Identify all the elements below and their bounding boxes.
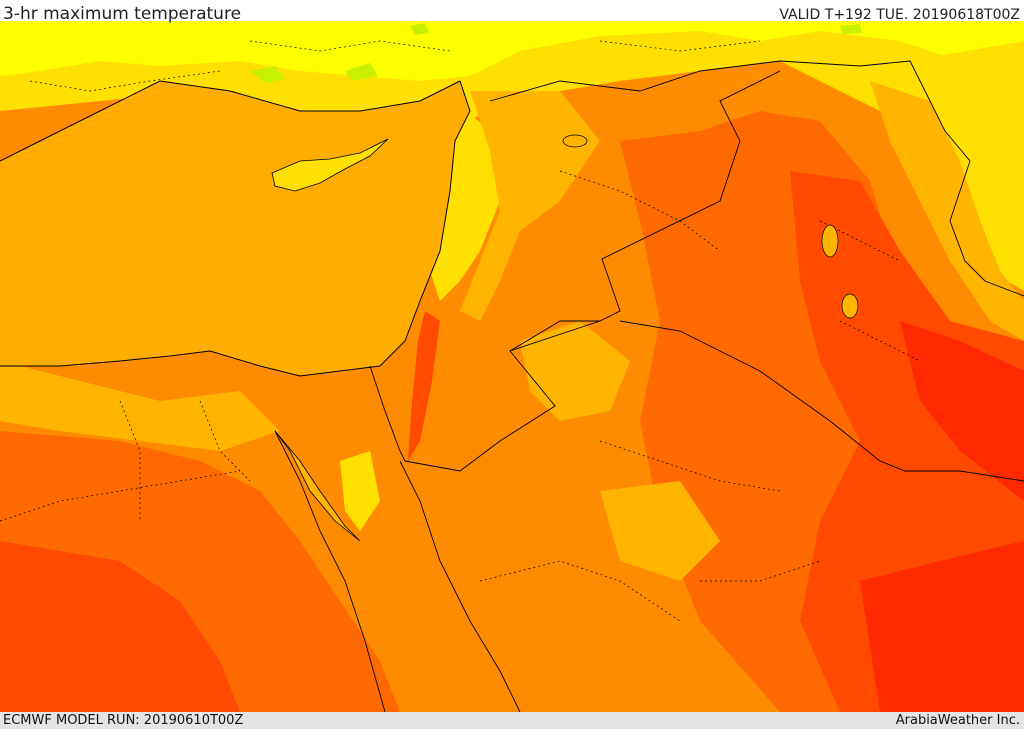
arabia-light-patch-2	[600, 481, 720, 581]
admin-borders-dotted	[0, 40, 921, 622]
sinai-light-patch	[340, 451, 380, 531]
dead-sea-valley	[408, 311, 440, 461]
green-patch-3	[410, 23, 430, 35]
lake-1	[562, 134, 588, 148]
egypt-red-orange	[0, 541, 240, 712]
green-patch-4	[840, 24, 862, 34]
saudi-jordan-border	[509, 320, 600, 352]
field-title: 3-hr maximum temperature	[3, 4, 242, 24]
arabia-light-patch-1	[520, 321, 630, 421]
cyprus-island	[271, 138, 389, 192]
mediterranean-coastline	[0, 80, 471, 377]
levant-light-orange	[460, 91, 600, 321]
green-patch-2	[345, 63, 378, 81]
saudi-iraq-border	[619, 320, 1024, 482]
lake-3	[841, 293, 859, 319]
levant-yellow-strip	[430, 101, 500, 301]
sinai-israel-border	[369, 365, 406, 462]
gulf-of-suez	[274, 430, 361, 542]
turkey-south-coast	[0, 80, 461, 162]
eastern-light-orange	[870, 81, 1024, 341]
temperature-map	[0, 21, 1024, 712]
syria-iraq-border	[489, 60, 911, 102]
eastern-yellow-zone	[910, 41, 1024, 291]
south-red	[860, 541, 1024, 712]
iran-iraq-border	[909, 60, 1024, 297]
red-sea-coast-west	[274, 430, 386, 712]
lake-2	[821, 224, 839, 258]
northern-pale-zone	[0, 21, 1024, 81]
header-bar	[0, 0, 1024, 21]
gulf-red	[900, 321, 1024, 501]
valid-time-label: VALID T+192 TUE. 20190618T00Z	[779, 7, 1020, 23]
credit-label: ArabiaWeather Inc.	[895, 713, 1020, 728]
footer-bar	[0, 712, 1024, 729]
model-run-label: ECMWF MODEL RUN: 20190610T00Z	[3, 713, 244, 728]
red-sea-coast-east	[399, 460, 521, 712]
green-patch-1	[250, 66, 285, 83]
egypt-light-band	[0, 361, 280, 451]
jordan-border	[404, 70, 781, 472]
